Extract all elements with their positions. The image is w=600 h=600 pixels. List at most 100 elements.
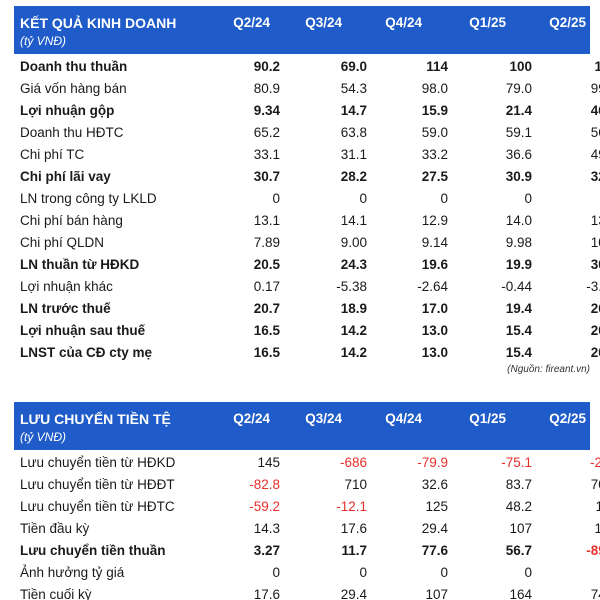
cell-value: 0 — [547, 191, 600, 206]
cell-value: 14.7 — [340, 103, 367, 118]
cell-value: 0 — [440, 565, 448, 580]
table-row: Ảnh hưởng tỷ giá00000 — [14, 562, 590, 584]
cell-value: 59.1 — [505, 125, 532, 140]
cell-value: 20.7 — [253, 301, 280, 316]
cell-value: 3.27 — [253, 543, 280, 558]
income-unit: (tỷ VNĐ) — [20, 34, 66, 48]
cashflow-header: LƯU CHUYỂN TIỀN TỆ (tỷ VNĐ) Q2/24 Q3/24 … — [14, 402, 590, 450]
cell-value: 19.4 — [505, 301, 532, 316]
cell-value: 107 — [509, 521, 532, 536]
cashflow-table: LƯU CHUYỂN TIỀN TỆ (tỷ VNĐ) Q2/24 Q3/24 … — [14, 402, 600, 600]
table-row: Lưu chuyển tiền từ HĐKD 145 -686 -79.9 -75.1… — [14, 452, 600, 474]
row-label: Ảnh hưởng tỷ giá — [20, 565, 125, 580]
cell-value: 33.1 — [253, 147, 280, 162]
cell-value: -12.1 — [336, 499, 367, 514]
table-row: LNST của CĐ cty mẹ 16.5 14.2 13.0 15.4 20.5 — [14, 342, 600, 364]
cell-value: 36.6 — [505, 147, 532, 162]
cell-value: 20.5 — [590, 345, 600, 360]
table-row: Tiền cuối kỳ 17.6 29.4 107 164 74.3 — [14, 584, 600, 600]
table-row: Lưu chuyển tiền từ HĐTC -59.2 -12.1 125 48.2… — [14, 496, 600, 518]
cell-value: 164 — [509, 587, 532, 600]
cell-value: 26.6 — [590, 301, 600, 316]
cell-value: 145 — [257, 455, 280, 470]
cell-value: 9.14 — [421, 235, 448, 250]
cell-value: 15.4 — [505, 323, 532, 338]
cell-value: 79.0 — [505, 81, 532, 96]
cell-value: 16.5 — [253, 323, 280, 338]
cell-value: 30.9 — [505, 169, 532, 184]
cell-value: 19.9 — [505, 257, 532, 272]
cell-value: 59.0 — [421, 125, 448, 140]
table-row: Chi phí bán hàng 13.1 14.1 12.9 14.0 13.4 — [14, 210, 600, 232]
cell-value: 30.1 — [590, 257, 600, 272]
cell-value: -270 — [589, 455, 600, 470]
cell-value: -59.2 — [249, 499, 280, 514]
table-row: LN thuần từ HĐKD 20.5 24.3 19.6 19.9 30.1 — [14, 254, 600, 276]
cell-value: -75.1 — [501, 455, 532, 470]
cell-value: 710 — [344, 477, 367, 492]
table-row: Lợi nhuận khác 0.17 -5.38 -2.64 -0.44 -3.54 — [14, 276, 600, 298]
cell-value: 17.0 — [421, 301, 448, 316]
cell-value: 17.6 — [340, 521, 367, 536]
cell-value: -89.4 — [586, 543, 600, 558]
cell-value: 27.5 — [421, 169, 448, 184]
cell-value: 14.2 — [340, 323, 367, 338]
row-label: LN thuần từ HĐKD — [20, 257, 140, 272]
cell-value: 9.98 — [505, 235, 532, 250]
row-label: LNST của CĐ cty mẹ — [20, 345, 153, 360]
period-header: Q2/25 — [549, 15, 586, 30]
row-label: Lợi nhuận sau thuế — [20, 323, 146, 338]
cell-value: 100 — [509, 59, 532, 74]
cell-value: 13.1 — [253, 213, 280, 228]
cell-value: 0 — [440, 191, 448, 206]
period-header: Q4/24 — [385, 411, 422, 426]
cell-value: 56.7 — [590, 125, 600, 140]
cell-value: 32.6 — [421, 477, 448, 492]
cell-value: 19.6 — [421, 257, 448, 272]
cell-value: 48.2 — [505, 499, 532, 514]
table-row: Chi phí TC 33.1 31.1 33.2 36.6 49.5 — [14, 144, 600, 166]
source-note: (Nguồn: fireant.vn) — [507, 364, 590, 375]
cell-value: 14.0 — [505, 213, 532, 228]
income-header: KẾT QUẢ KINH DOANH (tỷ VNĐ) Q2/24 Q3/24 … — [14, 6, 590, 54]
cell-value: 70.8 — [590, 477, 600, 492]
cell-value: 63.8 — [340, 125, 367, 140]
cell-value: 0.17 — [253, 279, 280, 294]
cell-value: 98.0 — [421, 81, 448, 96]
cell-value: 0 — [359, 191, 367, 206]
cell-value: -686 — [339, 455, 367, 470]
cell-value: 29.4 — [340, 587, 367, 600]
cell-value: 0 — [272, 191, 280, 206]
cell-value: 164 — [594, 521, 600, 536]
cell-value: 21.4 — [505, 103, 532, 118]
table-row: Doanh thu thuần 90.2 69.0 114 100 146 — [14, 56, 600, 78]
row-label: Lưu chuyển tiền từ HĐĐT — [20, 477, 175, 492]
cell-value: 33.2 — [421, 147, 448, 162]
cell-value: -0.44 — [501, 279, 532, 294]
cell-value: 125 — [425, 499, 448, 514]
cell-value: 46.5 — [590, 103, 600, 118]
cell-value: 13.4 — [590, 213, 600, 228]
row-label: LN trong công ty LKLD — [20, 191, 157, 206]
cell-value: 49.5 — [590, 147, 600, 162]
period-header: Q3/24 — [305, 15, 342, 30]
cell-value: -3.54 — [586, 279, 600, 294]
cell-value: 12.9 — [421, 213, 448, 228]
cell-value: 90.2 — [253, 59, 280, 74]
cell-value: 0 — [359, 565, 367, 580]
cell-value: 16.5 — [253, 345, 280, 360]
cell-value: 77.6 — [421, 543, 448, 558]
table-row: Lưu chuyển tiền thuần 3.27 11.7 77.6 56.7 -89… — [14, 540, 600, 562]
cell-value: 0 — [547, 565, 600, 580]
cell-value: 20.5 — [590, 323, 600, 338]
table-row: Giá vốn hàng bán 80.9 54.3 98.0 79.0 99.9 — [14, 78, 600, 100]
cell-value: 15.4 — [505, 345, 532, 360]
period-header: Q2/24 — [233, 15, 270, 30]
row-label: Doanh thu thuần — [20, 59, 128, 74]
period-header: Q1/25 — [469, 411, 506, 426]
row-label: Chi phí bán hàng — [20, 213, 123, 228]
cell-value: -82.8 — [249, 477, 280, 492]
cell-value: 9.34 — [253, 103, 280, 118]
cell-value: 56.7 — [505, 543, 532, 558]
table-row: Chi phí lãi vay 30.7 28.2 27.5 30.9 32.4 — [14, 166, 600, 188]
